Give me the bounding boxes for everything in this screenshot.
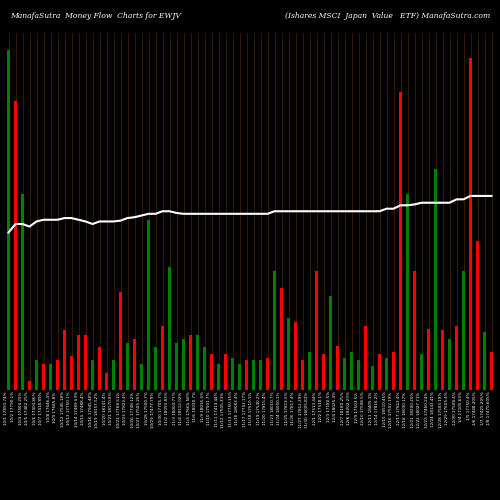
Bar — [322, 354, 325, 390]
Bar — [105, 373, 108, 390]
Bar — [119, 292, 122, 390]
Bar — [56, 360, 59, 390]
Bar — [413, 271, 416, 390]
Bar — [14, 100, 17, 390]
Bar — [42, 364, 45, 390]
Bar — [329, 296, 332, 390]
Bar — [203, 348, 206, 390]
Bar — [308, 352, 311, 390]
Bar — [252, 360, 255, 390]
Bar — [175, 343, 178, 390]
Bar — [231, 358, 234, 390]
Bar — [91, 360, 94, 390]
Bar — [112, 360, 115, 390]
Bar — [392, 352, 395, 390]
Bar — [49, 364, 52, 390]
Bar — [154, 348, 157, 390]
Bar — [476, 241, 479, 390]
Bar — [385, 358, 388, 390]
Bar — [63, 330, 66, 390]
Bar — [238, 364, 241, 390]
Bar — [483, 332, 486, 390]
Bar — [7, 50, 10, 390]
Bar — [420, 354, 423, 390]
Bar — [280, 288, 283, 390]
Bar — [224, 354, 227, 390]
Bar — [28, 382, 31, 390]
Bar — [266, 358, 269, 390]
Bar — [126, 343, 129, 390]
Bar — [406, 194, 409, 390]
Bar — [462, 271, 465, 390]
Bar — [133, 339, 136, 390]
Bar — [84, 334, 87, 390]
Text: (Ishares MSCI  Japan  Value   ETF) ManafaSutra.com: (Ishares MSCI Japan Value ETF) ManafaSut… — [285, 12, 490, 20]
Bar — [217, 364, 220, 390]
Bar — [378, 354, 381, 390]
Bar — [245, 360, 248, 390]
Bar — [196, 334, 199, 390]
Text: ManafaSutra  Money Flow  Charts for EWJV: ManafaSutra Money Flow Charts for EWJV — [10, 12, 181, 20]
Bar — [371, 366, 374, 390]
Bar — [399, 92, 402, 390]
Bar — [21, 194, 24, 390]
Bar — [287, 318, 290, 390]
Bar — [168, 266, 171, 390]
Bar — [210, 354, 213, 390]
Bar — [273, 271, 276, 390]
Bar — [441, 330, 444, 390]
Bar — [98, 348, 101, 390]
Bar — [259, 360, 262, 390]
Bar — [336, 346, 339, 390]
Bar — [455, 326, 458, 390]
Bar — [364, 326, 367, 390]
Bar — [147, 220, 150, 390]
Bar — [315, 271, 318, 390]
Bar — [434, 168, 437, 390]
Bar — [357, 360, 360, 390]
Bar — [427, 328, 430, 390]
Bar — [70, 356, 73, 390]
Bar — [35, 360, 38, 390]
Bar — [343, 358, 346, 390]
Bar — [469, 58, 472, 390]
Bar — [301, 360, 304, 390]
Bar — [182, 339, 185, 390]
Bar — [294, 322, 297, 390]
Bar — [490, 352, 493, 390]
Bar — [161, 326, 164, 390]
Bar — [189, 334, 192, 390]
Bar — [448, 339, 451, 390]
Bar — [350, 352, 353, 390]
Bar — [140, 364, 143, 390]
Bar — [77, 334, 80, 390]
